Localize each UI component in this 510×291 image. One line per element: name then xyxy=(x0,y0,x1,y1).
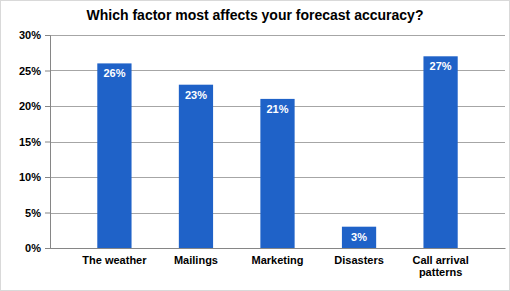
bar xyxy=(423,56,457,248)
x-axis: The weather Mailings Marketing Disasters Cal… xyxy=(51,248,506,278)
y-tick-label: 30% xyxy=(19,29,41,41)
bar xyxy=(97,63,131,248)
y-tick-label: 5% xyxy=(25,207,41,219)
x-tick-label-line: patterns xyxy=(419,266,462,278)
y-tick-label: 15% xyxy=(19,136,41,148)
y-tick-label: 20% xyxy=(19,100,41,112)
x-axis-line xyxy=(51,248,506,249)
y-tick-label: 25% xyxy=(19,65,41,77)
y-tick-label: 10% xyxy=(19,171,41,183)
y-tick-mark xyxy=(45,106,50,107)
data-labels: 26% 23% 21% 3% 27% xyxy=(103,60,451,242)
x-tick: Marketing xyxy=(252,248,304,266)
y-axis-line xyxy=(45,36,51,249)
x-tick: The weather xyxy=(82,248,147,266)
data-label: 21% xyxy=(266,103,288,115)
plot: 0% 5% 10% 15% 20% 25% 30% The weather Mailings Ma… xyxy=(19,29,506,278)
y-axis: 0% 5% 10% 15% 20% 25% 30% xyxy=(19,29,51,254)
y-tick-mark xyxy=(45,71,50,72)
y-tick-mark xyxy=(45,142,50,143)
grid-line xyxy=(50,248,505,249)
x-tick: Mailings xyxy=(174,248,218,266)
y-tick: 25% xyxy=(19,65,50,77)
bars xyxy=(97,56,457,248)
y-tick-label: 0% xyxy=(25,242,41,254)
grid xyxy=(50,36,505,249)
x-tick-label: Marketing xyxy=(252,254,304,266)
x-tick-label: Disasters xyxy=(334,254,384,266)
y-tick-mark xyxy=(45,248,50,249)
x-tick-label-line: Call arrival xyxy=(412,254,468,266)
data-label: 27% xyxy=(430,60,452,72)
data-label: 3% xyxy=(351,231,367,243)
background xyxy=(1,1,510,291)
y-tick: 30% xyxy=(19,29,50,41)
data-label: 26% xyxy=(103,67,125,79)
title: Which factor most affects your forecast … xyxy=(87,7,424,23)
grid-line xyxy=(50,35,505,36)
y-tick-mark xyxy=(45,35,50,36)
y-tick-mark xyxy=(45,213,50,214)
x-tick-label: Call arrivalpatterns xyxy=(412,254,468,279)
x-tick: Call arrivalpatterns xyxy=(412,248,468,278)
y-tick: 20% xyxy=(19,100,50,112)
y-tick: 10% xyxy=(19,171,50,183)
bar xyxy=(342,227,376,248)
y-tick: 0% xyxy=(25,242,50,254)
bar xyxy=(260,99,294,248)
y-tick: 5% xyxy=(25,207,50,219)
data-label: 23% xyxy=(185,89,207,101)
bar xyxy=(179,85,213,248)
y-tick-mark xyxy=(45,177,50,178)
x-tick: Disasters xyxy=(334,248,384,266)
y-tick: 15% xyxy=(19,136,50,148)
x-tick-label: Mailings xyxy=(174,254,218,266)
x-tick-label: The weather xyxy=(82,254,147,266)
chart: 0% 5% 10% 15% 20% 25% 30% The weather Mailings Ma… xyxy=(0,0,510,291)
